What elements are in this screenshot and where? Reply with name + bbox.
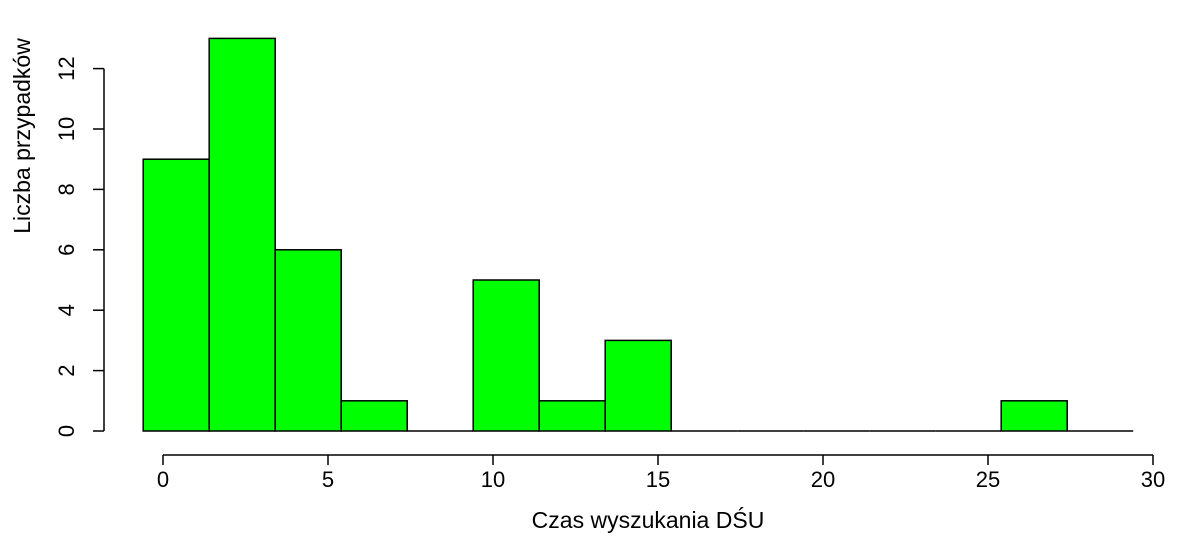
- x-tick-label: 5: [322, 467, 334, 492]
- histogram-bar: [340, 400, 408, 432]
- y-tick-label: 4: [54, 304, 79, 316]
- y-tick-label: 0: [54, 425, 79, 437]
- x-axis-label: Czas wyszukania DŚU: [532, 506, 765, 533]
- y-tick-label: 12: [54, 56, 79, 80]
- y-tick-label: 2: [54, 364, 79, 376]
- x-tick-label: 0: [157, 467, 169, 492]
- histogram-bar: [1000, 400, 1068, 432]
- y-axis-label: Liczba przypadków: [9, 38, 35, 234]
- histogram-bar: [208, 37, 276, 432]
- x-tick-label: 30: [1141, 467, 1165, 492]
- x-tick-label: 20: [811, 467, 835, 492]
- histogram-bar: [472, 279, 540, 432]
- x-axis: 0 5 10 15 20 25 30: [157, 454, 1165, 492]
- x-tick-label: 15: [646, 467, 670, 492]
- histogram-bar: [274, 249, 342, 432]
- histogram-bar: [142, 158, 210, 432]
- x-tick-label: 10: [481, 467, 505, 492]
- y-tick-label: 10: [54, 117, 79, 141]
- y-tick-label: 8: [54, 183, 79, 195]
- histogram-bar: [538, 400, 606, 432]
- x-tick-label: 25: [976, 467, 1000, 492]
- y-axis: 0 2 4 6 8 10 12: [54, 56, 105, 437]
- histogram-bar: [604, 339, 672, 432]
- y-tick-label: 6: [54, 244, 79, 256]
- histogram-bars: [142, 37, 1134, 432]
